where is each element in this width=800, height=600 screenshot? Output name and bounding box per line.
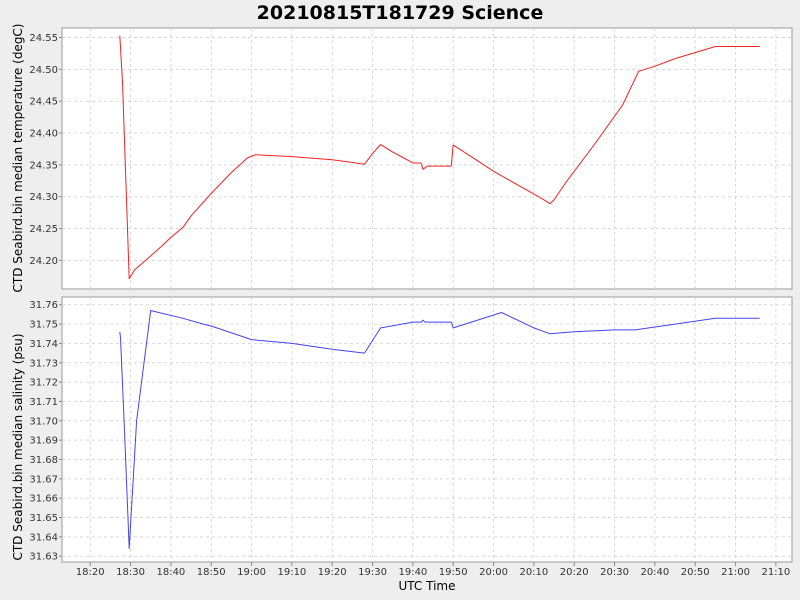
salinity-y-tick-label: 31.63 — [29, 552, 58, 563]
temperature-y-tick-label: 24.55 — [29, 33, 58, 44]
x-tick-label: 20:10 — [519, 567, 548, 578]
salinity-y-tick-label: 31.71 — [29, 397, 58, 408]
x-axis-label: UTC Time — [399, 579, 456, 593]
salinity-y-tick-label: 31.69 — [29, 436, 58, 447]
salinity-y-tick-label: 31.66 — [29, 494, 58, 505]
chart-title: 20210815T181729 Science — [257, 2, 544, 24]
temperature-y-tick-label: 24.50 — [29, 65, 58, 76]
salinity-series-line — [119, 310, 760, 549]
x-tick-label: 21:10 — [761, 567, 790, 578]
x-tick-label: 18:20 — [76, 567, 105, 578]
temperature-series-line — [119, 35, 760, 280]
salinity-y-tick-label: 31.75 — [29, 320, 58, 331]
temperature-plot-area — [61, 27, 793, 290]
temperature-y-tick-label: 24.30 — [29, 192, 58, 203]
x-tick-label: 19:20 — [318, 567, 347, 578]
x-tick-label: 18:30 — [116, 567, 145, 578]
temperature-y-tick-label: 24.40 — [29, 129, 58, 140]
x-tick-label: 20:50 — [681, 567, 710, 578]
temperature-y-tick-label: 24.20 — [29, 256, 58, 267]
temperature-y-tick-label: 24.25 — [29, 224, 58, 235]
temperature-y-tick-label: 24.45 — [29, 97, 58, 108]
temperature-y-tick-label: 24.35 — [29, 160, 58, 171]
temperature-axis-label: CTD Seabird.bin median temperature (degC… — [11, 24, 25, 293]
salinity-axis-label: CTD Seabird.bin median salinity (psu) — [11, 333, 25, 560]
x-tick-label: 21:00 — [721, 567, 750, 578]
x-tick-label: 20:00 — [479, 567, 508, 578]
salinity-y-tick-label: 31.67 — [29, 474, 58, 485]
salinity-y-tick-label: 31.72 — [29, 378, 58, 389]
salinity-y-tick-label: 31.73 — [29, 358, 58, 369]
x-tick-label: 19:30 — [358, 567, 387, 578]
x-tick-label: 20:30 — [600, 567, 629, 578]
salinity-plot-area — [61, 296, 793, 563]
salinity-y-tick-label: 31.76 — [29, 300, 58, 311]
x-tick-label: 18:50 — [197, 567, 226, 578]
salinity-y-tick-label: 31.64 — [29, 532, 58, 543]
salinity-y-tick-label: 31.68 — [29, 455, 58, 466]
salinity-y-tick-label: 31.70 — [29, 416, 58, 427]
salinity-panel: 31.63 31.64 31.65 31.66 31.67 31.68 31.69 31.70… — [11, 296, 793, 563]
x-tick-label: 20:20 — [560, 567, 589, 578]
x-tick-label: 19:40 — [398, 567, 427, 578]
salinity-y-tick-label: 31.74 — [29, 339, 58, 350]
x-tick-label: 20:40 — [640, 567, 669, 578]
x-tick-label: 19:10 — [277, 567, 306, 578]
x-tick-label: 19:00 — [237, 567, 266, 578]
salinity-y-tick-label: 31.65 — [29, 513, 58, 524]
temperature-panel: 24.20 24.25 24.30 24.35 24.40 24.45 24.50 24.55… — [11, 24, 793, 293]
x-tick-label: 19:50 — [439, 567, 468, 578]
x-tick-label: 18:40 — [156, 567, 185, 578]
